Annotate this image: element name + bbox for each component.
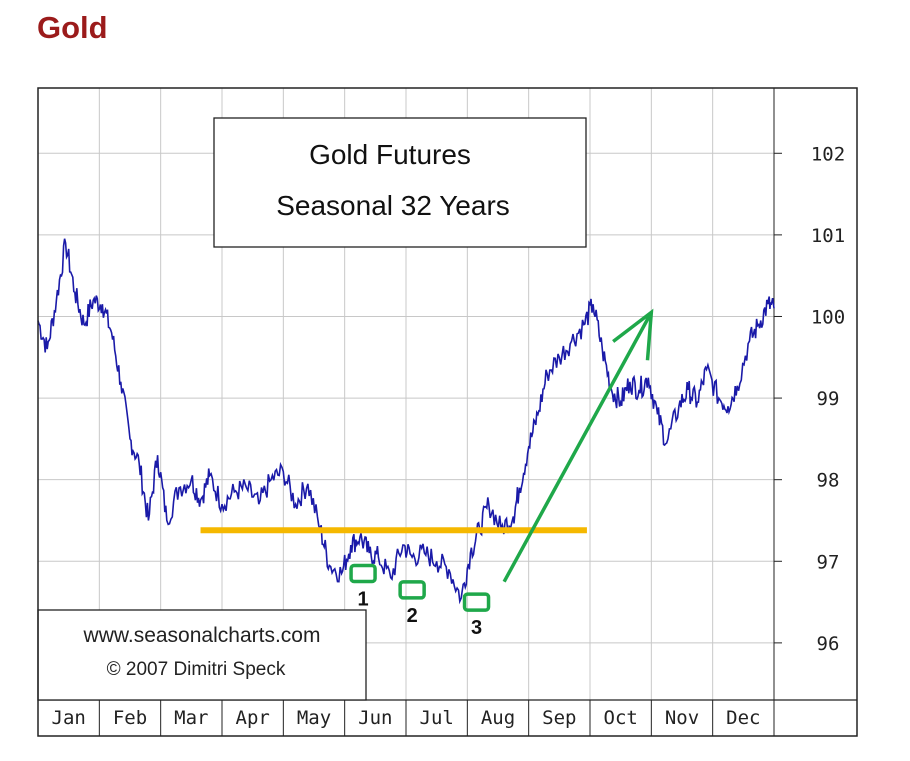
- low-marker-box-2: [398, 580, 426, 600]
- chart-title: Gold Futures: [309, 139, 471, 170]
- y-tick-label: 101: [811, 225, 845, 247]
- gold-seasonal-series-line: [37, 238, 775, 605]
- chart-title-box: Gold Futures Seasonal 32 Years: [213, 117, 587, 248]
- x-tick-label-may: May: [297, 707, 331, 729]
- x-tick-label-sep: Sep: [542, 707, 576, 729]
- y-tick-label: 102: [811, 143, 845, 165]
- x-tick-label-apr: Apr: [236, 707, 270, 729]
- x-tick-label-dec: Dec: [726, 707, 760, 729]
- arrow-head: [612, 308, 654, 361]
- low-marker-label-2: 2: [407, 605, 418, 627]
- arrow-shaft: [502, 311, 653, 583]
- x-tick-label-mar: Mar: [174, 707, 208, 729]
- x-tick-label-oct: Oct: [604, 707, 638, 729]
- chart-subtitle: Seasonal 32 Years: [276, 190, 510, 221]
- low-marker-label-1: 1: [358, 589, 369, 611]
- y-axis: 96 97 98 99 100 101 102: [773, 88, 845, 700]
- low-marker-box-3: [462, 592, 491, 612]
- y-tick-label: 99: [817, 388, 840, 410]
- low-marker-label-3: 3: [471, 617, 482, 639]
- y-tick-label: 98: [817, 470, 840, 492]
- chart-border: [37, 87, 858, 737]
- low-marker-box-1: [349, 563, 377, 584]
- y-tick-label: 96: [817, 633, 840, 655]
- x-tick-label-jul: Jul: [420, 707, 454, 729]
- credit-copyright: © 2007 Dimitri Speck: [107, 659, 286, 680]
- x-tick-label-aug: Aug: [481, 707, 515, 729]
- y-tick-label: 100: [811, 306, 845, 328]
- y-tick-label: 97: [817, 551, 840, 573]
- breakout-arrow: [502, 308, 654, 583]
- page-title: Gold: [37, 10, 108, 45]
- x-axis: Jan Feb Mar Apr May Jun Jul Aug Sep Oct Nov Dec: [38, 699, 857, 736]
- x-tick-label-jan: Jan: [52, 707, 86, 729]
- y-axis-band: [774, 88, 857, 700]
- x-tick-label-nov: Nov: [665, 707, 699, 729]
- lows-markers: 1 2 3: [349, 563, 491, 639]
- x-tick-label-feb: Feb: [113, 707, 147, 729]
- credit-box: www.seasonalcharts.com © 2007 Dimitri Sp…: [37, 609, 367, 701]
- x-tick-label-jun: Jun: [358, 707, 392, 729]
- credit-url: www.seasonalcharts.com: [83, 624, 321, 647]
